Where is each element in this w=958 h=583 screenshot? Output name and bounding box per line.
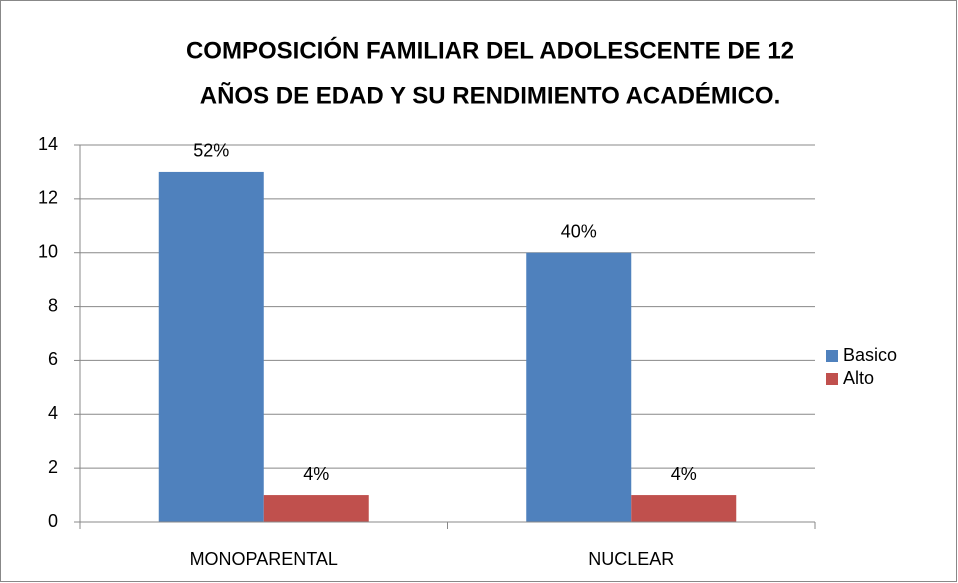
y-tick-label: 4 [48, 403, 58, 423]
bar [526, 252, 632, 522]
legend-label: Basico [843, 345, 897, 365]
value-label: 52% [193, 141, 229, 161]
value-label: 4% [671, 464, 697, 484]
y-tick-label: 6 [48, 349, 58, 369]
bar [631, 495, 737, 522]
chart-title: AÑOS DE EDAD Y SU RENDIMIENTO ACADÉMICO. [200, 81, 781, 109]
y-tick-label: 14 [38, 134, 58, 154]
y-tick-label: 2 [48, 457, 58, 477]
value-label: 4% [303, 464, 329, 484]
y-tick-label: 0 [48, 511, 58, 531]
x-tick-label: MONOPARENTAL [190, 549, 338, 569]
value-label: 40% [561, 221, 597, 241]
x-tick-label: NUCLEAR [588, 549, 674, 569]
bar [158, 171, 264, 522]
legend-label: Alto [843, 368, 874, 388]
legend-swatch [826, 373, 838, 385]
chart-title: COMPOSICIÓN FAMILIAR DEL ADOLESCENTE DE … [186, 36, 794, 64]
legend-swatch [826, 350, 838, 362]
bar [263, 495, 369, 522]
y-tick-label: 8 [48, 295, 58, 315]
y-tick-label: 12 [38, 188, 58, 208]
y-tick-label: 10 [38, 241, 58, 261]
